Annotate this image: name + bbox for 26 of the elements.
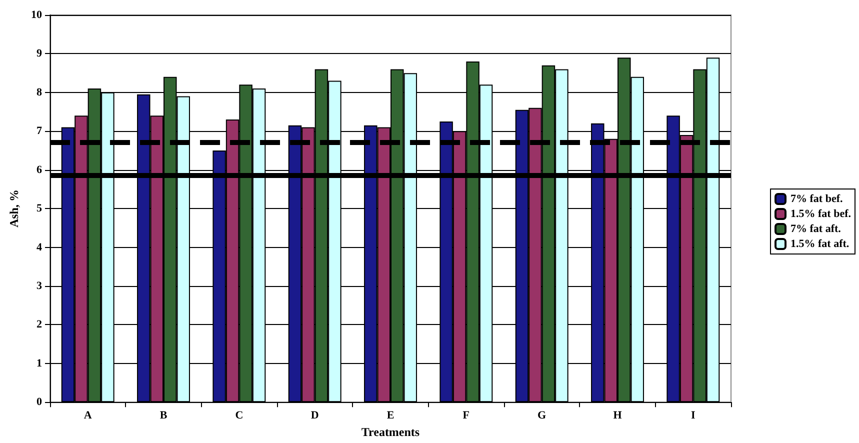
y-tick-label: 0 (36, 396, 42, 408)
x-tick-label: B (160, 410, 168, 422)
legend-label: 7% fat aft. (790, 223, 842, 235)
y-tick-label: 7 (36, 125, 42, 138)
x-tick-label: A (84, 410, 92, 422)
legend-label: 1.5% fat bef. (790, 208, 852, 220)
y-axis-title: Ash, % (7, 190, 21, 228)
y-tick-label: 1 (36, 357, 42, 370)
x-tick-label: D (310, 410, 319, 422)
y-tick-label: 2 (36, 318, 42, 331)
x-tick-label: H (613, 410, 622, 422)
y-tick-label: 10 (31, 9, 42, 21)
y-tick-label: 4 (36, 241, 42, 254)
x-tick-label: F (462, 410, 470, 422)
legend-label: 7% fat bef. (790, 193, 843, 205)
y-tick-label: 3 (36, 280, 42, 292)
x-tick-label: G (538, 410, 547, 422)
y-tick-label: 6 (36, 164, 42, 176)
y-tick-label: 8 (36, 86, 42, 98)
legend-label: 1.5% fat aft. (790, 238, 850, 250)
y-tick-label: 5 (36, 202, 42, 215)
x-tick-label: I (691, 410, 696, 422)
x-tick-label: E (386, 410, 394, 422)
x-tick-label: C (235, 410, 244, 422)
y-tick-label: 9 (36, 48, 42, 60)
x-axis-title: Treatments (361, 425, 420, 439)
